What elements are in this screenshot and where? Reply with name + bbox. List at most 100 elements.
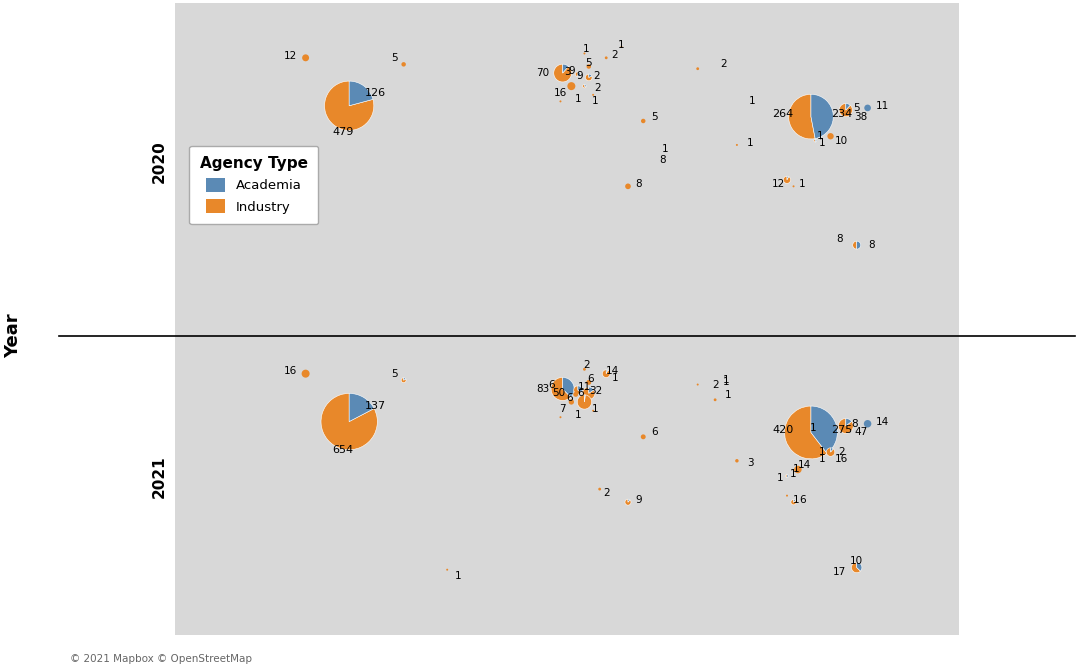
Text: © 2021 Mapbox © OpenStreetMap: © 2021 Mapbox © OpenStreetMap [70, 654, 253, 664]
Wedge shape [401, 378, 406, 382]
Wedge shape [589, 74, 592, 77]
Circle shape [583, 368, 585, 371]
Circle shape [598, 488, 602, 491]
Text: 6: 6 [651, 427, 658, 437]
Text: 1: 1 [575, 94, 581, 104]
Wedge shape [321, 393, 377, 450]
Text: 1: 1 [662, 144, 669, 155]
Text: 32: 32 [589, 386, 602, 396]
Text: 7: 7 [559, 403, 566, 413]
Wedge shape [839, 103, 852, 117]
Wedge shape [846, 419, 852, 426]
Wedge shape [788, 94, 815, 139]
Text: 2: 2 [838, 447, 845, 457]
Text: 6: 6 [799, 495, 806, 505]
Text: 1: 1 [723, 378, 729, 387]
Text: 6: 6 [566, 392, 572, 403]
Text: 5: 5 [651, 112, 658, 122]
Circle shape [592, 94, 594, 96]
Text: 5: 5 [853, 103, 860, 113]
Text: 14: 14 [876, 417, 890, 427]
Wedge shape [578, 72, 580, 77]
Text: 16: 16 [284, 366, 297, 376]
Text: 1: 1 [793, 464, 799, 474]
Wedge shape [787, 176, 788, 180]
Wedge shape [838, 419, 853, 433]
Text: 2: 2 [593, 71, 599, 81]
Text: 1: 1 [819, 447, 825, 457]
Wedge shape [349, 393, 374, 421]
Text: 275: 275 [831, 425, 852, 435]
Wedge shape [791, 499, 796, 505]
Text: 1: 1 [611, 373, 618, 383]
Text: 1: 1 [799, 179, 806, 189]
Circle shape [735, 144, 738, 146]
Circle shape [569, 399, 573, 405]
Text: 2: 2 [712, 380, 718, 390]
Text: 137: 137 [365, 401, 386, 411]
Circle shape [697, 67, 699, 70]
Text: 1: 1 [793, 495, 799, 505]
Text: 1: 1 [592, 96, 598, 106]
Text: 16: 16 [554, 87, 567, 97]
Wedge shape [815, 139, 816, 142]
Text: 47: 47 [854, 427, 867, 437]
Wedge shape [826, 448, 835, 456]
Text: 654: 654 [332, 445, 353, 455]
Wedge shape [578, 395, 592, 409]
Circle shape [586, 380, 591, 385]
Circle shape [402, 62, 406, 67]
Circle shape [625, 183, 631, 189]
Text: 1: 1 [725, 390, 731, 401]
Wedge shape [794, 499, 796, 502]
Text: 14: 14 [606, 366, 619, 376]
Circle shape [642, 119, 646, 123]
Text: 1: 1 [455, 571, 461, 581]
Text: 1: 1 [618, 40, 624, 50]
Wedge shape [325, 81, 374, 130]
Text: 8: 8 [868, 240, 875, 250]
Wedge shape [853, 241, 856, 249]
Wedge shape [851, 562, 861, 573]
Circle shape [559, 100, 562, 102]
Text: 83: 83 [537, 384, 550, 394]
Text: 1: 1 [816, 131, 823, 141]
Text: 9: 9 [568, 66, 575, 76]
Text: 2: 2 [583, 360, 590, 370]
Circle shape [640, 434, 646, 439]
Wedge shape [627, 499, 630, 502]
Text: 3: 3 [564, 67, 570, 77]
Circle shape [605, 56, 608, 59]
Wedge shape [856, 241, 861, 249]
Wedge shape [831, 448, 834, 452]
Text: 5: 5 [392, 53, 399, 62]
Text: 1: 1 [583, 44, 590, 54]
Circle shape [583, 52, 585, 54]
Circle shape [559, 416, 562, 418]
Text: 17: 17 [833, 567, 846, 577]
Circle shape [697, 384, 699, 386]
Text: 1: 1 [746, 138, 753, 148]
Text: Year: Year [4, 314, 22, 358]
Text: 8: 8 [836, 234, 842, 244]
Wedge shape [787, 474, 788, 477]
Circle shape [786, 495, 788, 497]
Wedge shape [856, 562, 862, 571]
Text: 9: 9 [635, 495, 643, 505]
Text: 70: 70 [537, 68, 550, 78]
Circle shape [714, 398, 716, 401]
Text: 2: 2 [611, 50, 618, 60]
Wedge shape [784, 406, 827, 459]
Text: 5: 5 [585, 58, 592, 69]
Wedge shape [811, 94, 834, 138]
Wedge shape [785, 474, 787, 477]
Wedge shape [578, 386, 582, 392]
Circle shape [814, 456, 816, 458]
Wedge shape [603, 370, 610, 378]
Text: 10: 10 [835, 136, 848, 146]
Wedge shape [814, 139, 815, 142]
Wedge shape [606, 370, 608, 374]
Wedge shape [582, 387, 595, 399]
Text: 8: 8 [851, 419, 858, 429]
Circle shape [864, 420, 872, 427]
